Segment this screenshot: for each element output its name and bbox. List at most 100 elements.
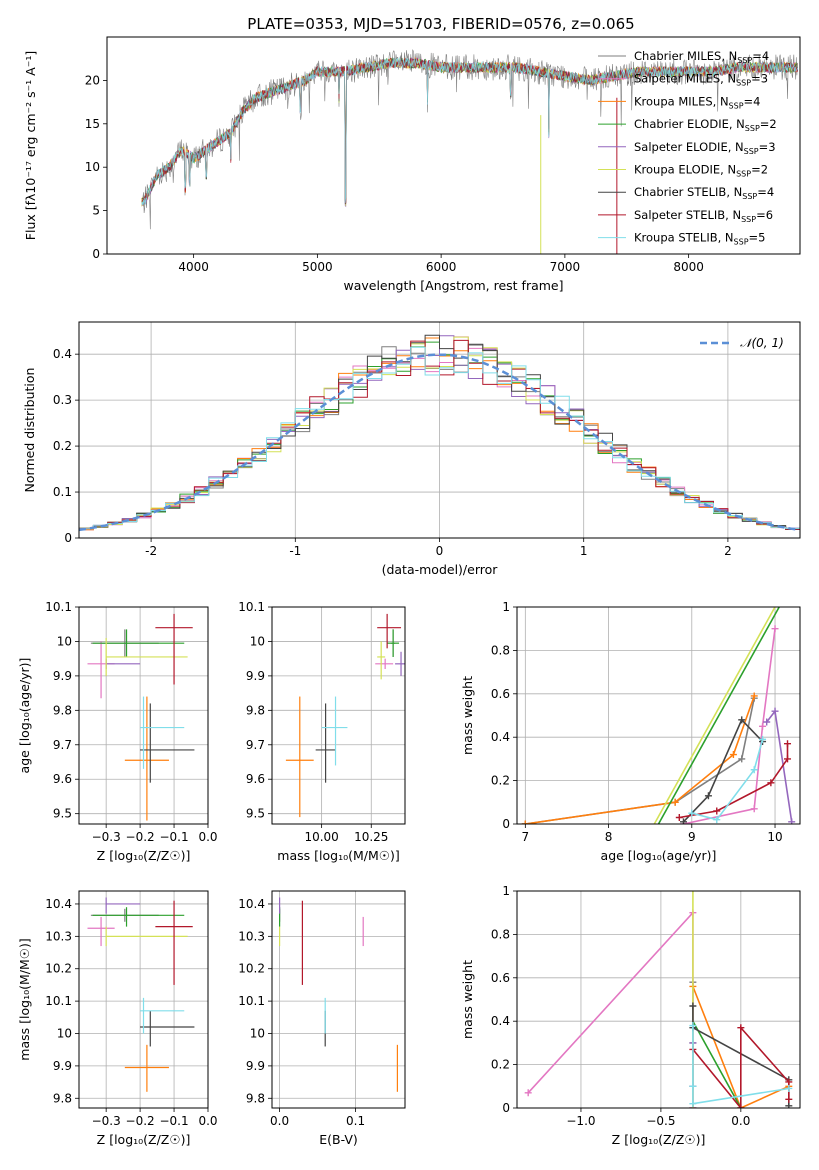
y-tick-label: 9.5: [246, 807, 265, 821]
y-tick-label: 0: [64, 531, 72, 545]
weight-marker: [671, 798, 679, 806]
weight-series-line: [525, 697, 755, 824]
legend-count: =4: [744, 94, 761, 108]
errorbar-point: [377, 641, 386, 680]
y-tick-label: 10.2: [45, 962, 72, 976]
x-tick-label: −0.5: [646, 1114, 675, 1128]
y-axis-label: Normed distribution: [22, 368, 37, 493]
legend-subscript: SSP: [737, 56, 752, 65]
errorbar-point: [105, 897, 141, 914]
y-tick-label: 9.6: [53, 772, 72, 786]
x-axis-label: Z [log₁₀(Z/Z☉)]: [97, 848, 191, 863]
errorbar-point: [92, 907, 185, 927]
y-tick-label: 0: [502, 817, 510, 831]
y-tick-label: 9.6: [246, 772, 265, 786]
panel-residuals: -2 -1 0 1 2 0 0.1 0.2 0.3 0.4 (data-model)/error No…: [22, 321, 801, 577]
y-tick-label: 10.3: [238, 929, 265, 943]
weight-marker: [750, 766, 758, 774]
weight-marker: [785, 1102, 793, 1108]
x-axis-label: Z [log₁₀(Z/Z☉)]: [612, 1132, 706, 1147]
errorbar-point: [377, 613, 402, 649]
legend-label: Chabrier MILES, NSSP=4: [634, 49, 769, 65]
weight-marker: [689, 1022, 697, 1030]
errorbar-point: [387, 629, 400, 657]
errorbar-point: [321, 696, 348, 766]
legend-subscript: SSP: [734, 238, 749, 247]
weight-marker: [521, 820, 529, 824]
legend-label: Kroupa MILES, NSSP=4: [634, 94, 760, 110]
x-tick-label: 8: [605, 830, 613, 844]
y-tick-label: 10.1: [238, 994, 265, 1008]
plot-area: [87, 613, 195, 821]
errorbar-point: [87, 916, 115, 947]
legend-count: =4: [757, 185, 774, 199]
weight-series-line: [657, 607, 780, 824]
weight-marker: [737, 1024, 745, 1032]
y-tick-label: 0: [92, 247, 100, 261]
weight-marker: [689, 1100, 697, 1108]
weight-marker: [771, 625, 779, 633]
x-tick-label: 0.1: [346, 1114, 365, 1128]
y-tick-label: 0.6: [491, 687, 510, 701]
x-axis-label: Z [log₁₀(Z/Z☉)]: [97, 1132, 191, 1147]
weight-marker: [675, 813, 683, 821]
errorbar-point: [140, 696, 185, 769]
axes-frame: [106, 36, 801, 255]
errorbar-point: [140, 703, 195, 783]
legend-subscript: SSP: [729, 101, 744, 110]
weight-series-line: [766, 709, 793, 822]
y-axis-label: mass [log₁₀(M/M☉)]: [17, 938, 32, 1060]
errorbar-point: [92, 629, 185, 657]
weight-marker: [738, 716, 746, 724]
y-tick-label: 10: [57, 634, 72, 648]
y-tick-label: 15: [85, 117, 100, 131]
weight-marker: [689, 1002, 697, 1010]
errorbar-point: [87, 641, 115, 699]
y-tick-label: 0.4: [53, 347, 72, 361]
normal-curve: [79, 353, 798, 532]
axes-frame: [78, 321, 801, 539]
legend-label: Chabrier ELODIE, NSSP=2: [634, 117, 777, 133]
x-tick-label: −1.0: [566, 1114, 595, 1128]
y-tick-label: 0.8: [491, 643, 510, 657]
x-tick-label: 10: [767, 830, 782, 844]
x-tick-label: 9: [688, 830, 696, 844]
y-axis-label: mass weight: [460, 676, 475, 755]
axes-frame: [78, 606, 209, 825]
panel-spectrum: 4000 5000 6000 7000 8000 0 5 10 15 20 wavelength […: [23, 36, 801, 293]
y-tick-label: 9.8: [53, 1091, 72, 1105]
weight-marker: [737, 1104, 745, 1108]
legend-label: Kroupa STELIB, NSSP=5: [634, 231, 765, 247]
legend-subscript: SSP: [745, 124, 760, 133]
weight-marker: [524, 1089, 532, 1097]
x-tick-label: 7: [522, 830, 530, 844]
weight-marker: [763, 718, 771, 726]
legend-label: Salpeter MILES, NSSP=3: [634, 72, 768, 88]
legend-count: =4: [752, 49, 769, 63]
y-tick-label: 10.3: [45, 929, 72, 943]
weight-series-line: [682, 718, 764, 823]
x-tick-label: 0.0: [198, 1114, 217, 1128]
x-axis-label: age [log₁₀(age/yr)]: [601, 848, 717, 863]
model-spectrum-line: [141, 56, 798, 206]
y-axis-label: age [log₁₀(age/yr)]: [17, 658, 32, 774]
legend-count: =5: [749, 231, 766, 245]
panel-mass-weight-vs-age: 7 8 9 10 0 0.2 0.4 0.6 0.8 1 age [log₁₀(age/yr)] ma…: [460, 600, 801, 863]
weight-marker: [784, 755, 792, 763]
legend-label: Kroupa ELODIE, NSSP=2: [634, 163, 768, 179]
legend-count: =6: [756, 208, 773, 222]
errorbar-point: [140, 997, 185, 1034]
weight-marker: [738, 755, 746, 763]
axes-frame: [271, 606, 406, 825]
weight-series-line: [691, 739, 764, 821]
weight-series-line: [525, 695, 755, 824]
errorbar-point: [315, 703, 336, 783]
axes-frame: [516, 606, 801, 825]
x-tick-label: -1: [289, 544, 301, 558]
plot-area: [285, 613, 405, 818]
weight-marker: [688, 809, 696, 817]
x-tick-label: 8000: [673, 260, 704, 274]
y-tick-label: 9.5: [53, 807, 72, 821]
panel-age-vs-Z: −0.3 −0.2 −0.1 0.0 9.5 9.6 9.7 9.8 9.9 10 10.1 Z [l…: [17, 600, 218, 863]
